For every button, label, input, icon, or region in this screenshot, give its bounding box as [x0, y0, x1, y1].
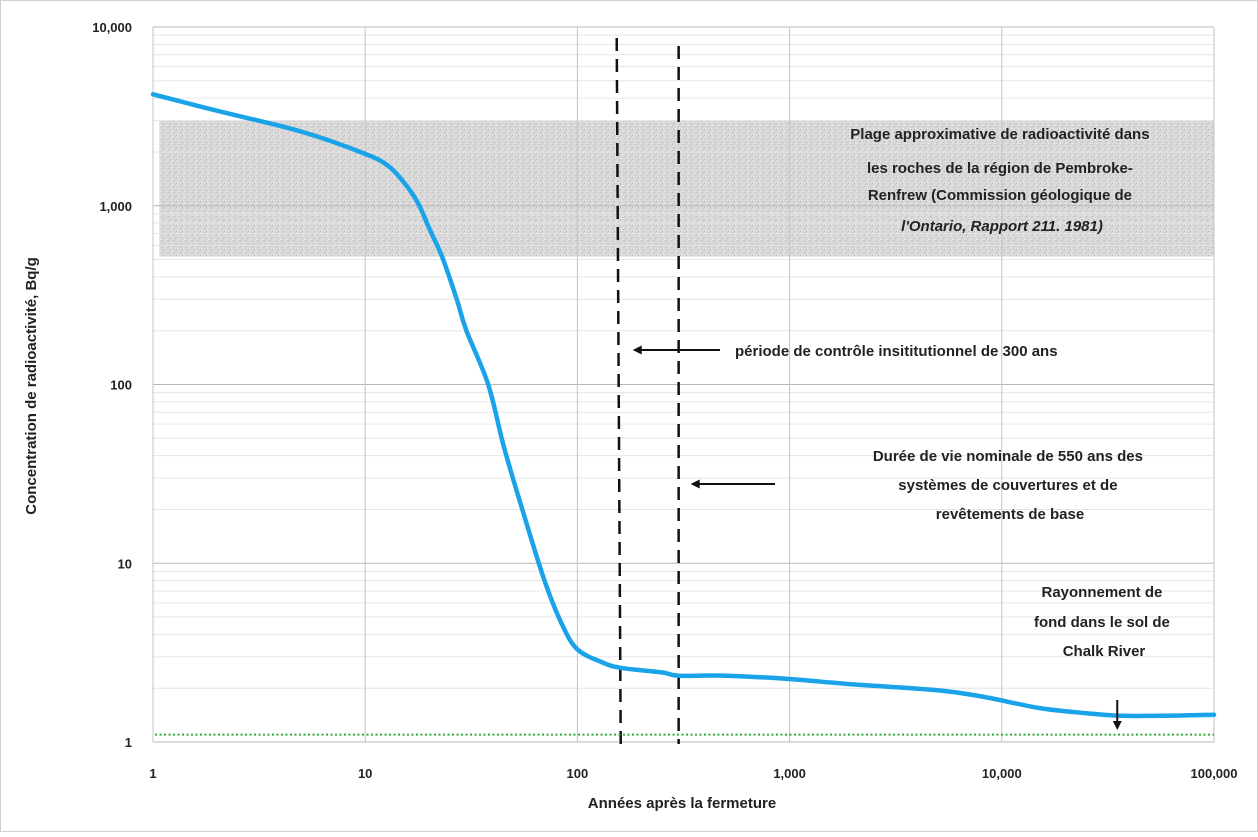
x-tick-label: 1,000	[773, 766, 806, 781]
x-tick-label: 10,000	[982, 766, 1022, 781]
dashed-line-160	[615, 37, 622, 745]
design-life-line-2: systèmes de couvertures et de	[898, 477, 1117, 494]
background-arrow-head	[1112, 721, 1122, 730]
design-life-line-3: revêtements de base	[936, 506, 1084, 523]
x-tick-label: 100,000	[1191, 766, 1238, 781]
design-life-arrow-head	[690, 479, 700, 489]
x-tick-label: 10	[358, 766, 372, 781]
rock-range-label: Plage approximative de radioactivité dan…	[850, 126, 1153, 235]
design-life-label: Durée de vie nominale de 550 ans des sys…	[873, 448, 1147, 523]
control-period-label: période de contrôle insititutionnel de 3…	[735, 343, 1058, 360]
rock-range-line-3: Renfrew (Commission géologique de	[868, 187, 1132, 204]
y-tick-label: 1,000	[99, 199, 132, 214]
y-axis-title: Concentration de radioactivité, Bq/g	[23, 257, 40, 515]
background-line-1: Rayonnement de	[1041, 584, 1162, 601]
x-tick-label: 100	[567, 766, 589, 781]
rock-range-line-1: Plage approximative de radioactivité dan…	[850, 126, 1149, 143]
y-tick-label: 10	[118, 556, 132, 571]
background-line-3: Chalk River	[1063, 643, 1146, 660]
rock-range-line-4: l'Ontario, Rapport 211. 1981)	[901, 218, 1103, 235]
series-line-0	[150, 92, 1217, 719]
rock-range-line-2: les roches de la région de Pembroke-	[867, 160, 1133, 177]
design-life-line-1: Durée de vie nominale de 550 ans des	[873, 448, 1143, 465]
x-axis-title: Années après la fermeture	[588, 795, 776, 812]
background-label: Rayonnement de fond dans le sol de Chalk…	[1034, 584, 1174, 660]
background-line-2: fond dans le sol de	[1034, 614, 1170, 631]
x-tick-label: 1	[149, 766, 156, 781]
y-tick-label: 100	[110, 378, 132, 393]
y-tick-label: 10,000	[92, 20, 132, 35]
control-period-arrow-head	[632, 345, 642, 355]
y-tick-label: 1	[125, 735, 132, 750]
